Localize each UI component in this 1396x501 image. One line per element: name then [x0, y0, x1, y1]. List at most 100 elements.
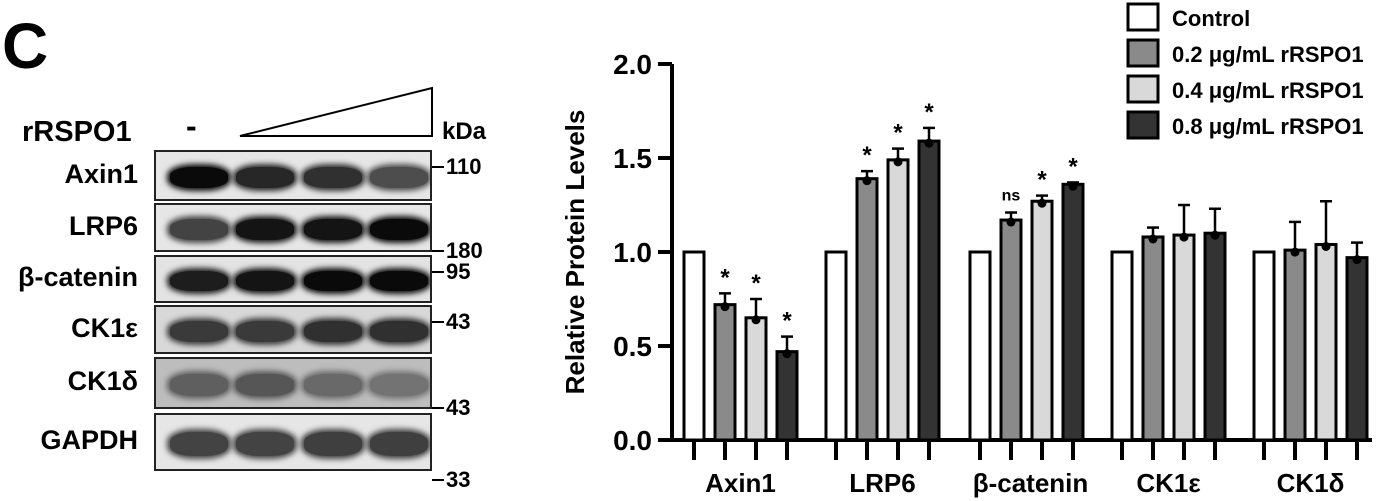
bar [824, 250, 848, 442]
data-point [1210, 230, 1220, 240]
category-label: Axin1 [705, 468, 776, 498]
blot-band [304, 167, 362, 188]
blot-band [236, 432, 294, 456]
blot-band [304, 219, 362, 240]
significance-label: * [893, 120, 903, 147]
data-point [1148, 234, 1158, 244]
mw-marker: 180 [446, 238, 483, 263]
blot-label: GAPDH [40, 425, 138, 455]
bar [999, 218, 1023, 442]
kda-label: kDa [442, 118, 487, 145]
chart-axes: 0.0 0.5 1.0 1.5 2.0 Relative Protein Levels [560, 49, 1372, 456]
data-point [1068, 181, 1078, 191]
significance-label: * [1037, 167, 1047, 194]
data-point [893, 157, 903, 167]
legend-label: Control [1172, 6, 1250, 31]
blot-band [170, 432, 228, 456]
blot-band [370, 432, 428, 456]
blot-band [304, 321, 362, 342]
bar [1314, 242, 1338, 442]
blot-strip [154, 203, 432, 252]
blot-strip [154, 357, 432, 409]
blot-band [170, 219, 228, 240]
bar [1345, 256, 1369, 442]
blot-label: CK1δ [67, 366, 138, 396]
blot-band [304, 432, 362, 456]
blot-band [170, 321, 228, 342]
data-point [862, 176, 872, 186]
category-label: CK1δ [1277, 468, 1345, 498]
y-tick-label: 1.0 [613, 237, 652, 268]
mw-marker: 110 [446, 154, 482, 179]
bar [917, 139, 941, 442]
blot-band [370, 374, 428, 396]
y-axis-label: Relative Protein Levels [560, 110, 590, 395]
bar [1283, 248, 1307, 442]
y-tick-label: 1.5 [613, 143, 652, 174]
blot-label: LRP6 [68, 210, 138, 241]
blot-strip [154, 305, 432, 354]
significance-label: * [751, 270, 761, 297]
blot-strip [154, 413, 432, 471]
data-point [751, 315, 761, 325]
legend-swatch [1126, 38, 1160, 68]
bar [968, 250, 992, 442]
bar [775, 350, 799, 442]
data-point [1037, 198, 1047, 208]
bar [713, 303, 737, 442]
chart-legend: Control 0.2 μg/mL rRSPO1 0.4 μg/mL rRSPO1 0… [1126, 2, 1364, 140]
bar [1141, 235, 1165, 442]
legend-label: 0.2 μg/mL rRSPO1 [1172, 42, 1364, 67]
blot-label: β-catenin [18, 262, 138, 292]
data-point [1290, 247, 1300, 257]
data-point [782, 349, 792, 359]
chart-bars: * * * Axin1 * * * LRP6 ns * * β-catenin CK1ε CK1δ [682, 99, 1369, 498]
significance-label: * [782, 308, 792, 335]
bar [1110, 250, 1134, 442]
mw-tick [432, 479, 444, 481]
bar [886, 158, 910, 442]
mw-marker: 43 [446, 395, 471, 420]
significance-label: * [924, 99, 934, 126]
mw-tick [432, 250, 444, 252]
blot-band [304, 271, 362, 291]
blot-band [236, 219, 294, 240]
category-label: LRP6 [849, 468, 915, 498]
legend-swatch [1126, 2, 1160, 32]
blot-label: Axin1 [64, 158, 138, 189]
data-point [1179, 232, 1189, 242]
mw-marker: 33 [446, 467, 471, 492]
blot-band [236, 167, 294, 188]
significance-label: * [720, 264, 730, 291]
data-point [1321, 241, 1331, 251]
blot-band [236, 374, 294, 396]
significance-label: * [1068, 153, 1078, 180]
mw-marker: 95 [446, 259, 471, 284]
treatment-label: rRSPO1 [22, 116, 132, 148]
blot-band [170, 374, 228, 396]
mw-marker: 43 [446, 309, 471, 334]
blot-strip [154, 150, 432, 201]
mw-tick [432, 321, 444, 323]
bar [1030, 199, 1054, 442]
y-tick-label: 2.0 [613, 49, 652, 80]
data-point [720, 302, 730, 312]
blot-band [170, 271, 228, 291]
bar [1172, 233, 1196, 442]
legend-label: 0.8 μg/mL rRSPO1 [1172, 114, 1364, 139]
panel-letter: C [2, 10, 49, 82]
legend-label: 0.4 μg/mL rRSPO1 [1172, 78, 1364, 103]
mw-tick [432, 166, 444, 168]
blot-band [370, 271, 428, 291]
blot-band [236, 321, 294, 342]
blot-band [370, 219, 428, 240]
blot-band [370, 167, 428, 188]
blot-strip [154, 255, 432, 303]
blot-band [370, 321, 428, 342]
data-point [1006, 217, 1016, 227]
blot-label: CK1ε [71, 312, 138, 343]
bar [682, 250, 706, 442]
bar [1203, 231, 1227, 442]
blot-band [170, 167, 228, 188]
